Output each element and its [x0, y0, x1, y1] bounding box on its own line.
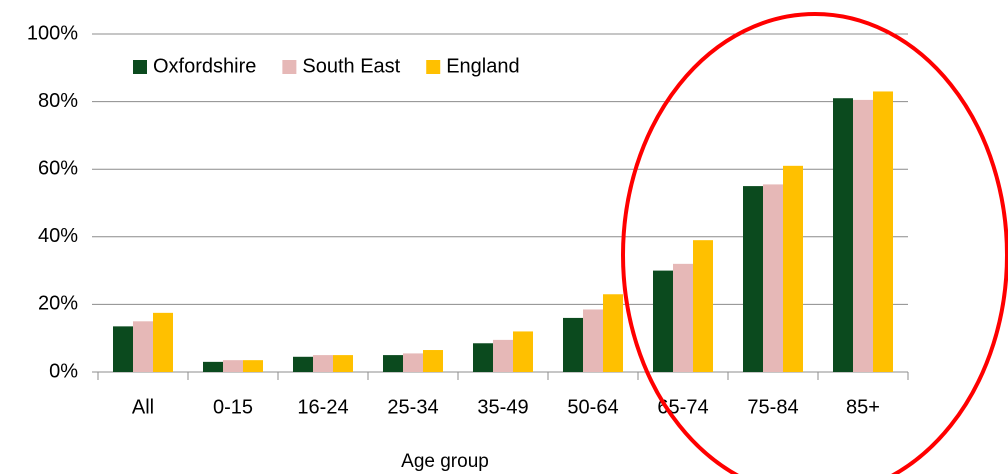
bar: [833, 98, 853, 372]
x-tick-label: 50-64: [567, 396, 618, 418]
plot-area: 0% 20% 40% 60% 80% 100% All 0-15 16-24 25-34 35-49…: [27, 22, 909, 418]
bar: [383, 355, 403, 372]
bar: [693, 240, 713, 372]
bar: [513, 331, 533, 372]
y-tick-label: 20%: [38, 293, 78, 315]
bar: [333, 355, 353, 372]
legend-swatch: [133, 60, 147, 74]
bar: [783, 165, 803, 372]
x-axis-label: Age group: [401, 451, 489, 472]
legend-label: Oxfordshire: [153, 55, 256, 77]
bar: [293, 356, 313, 372]
bar: [153, 312, 173, 372]
bar: [583, 309, 603, 372]
x-tick-label: 0-15: [213, 396, 253, 418]
bar: [653, 270, 673, 372]
legend-label: South East: [302, 55, 400, 77]
bar: [223, 360, 243, 372]
x-tick-label: 75-84: [747, 396, 798, 418]
y-tick-label: 60%: [38, 157, 78, 179]
highlight-ellipse: [621, 12, 1008, 474]
bar: [603, 294, 623, 372]
bar: [673, 263, 693, 372]
x-tick-label: 85+: [846, 396, 880, 418]
bar: [423, 350, 443, 372]
bar: [873, 91, 893, 373]
bar: [113, 326, 133, 372]
bar: [563, 317, 583, 372]
legend-swatch: [282, 60, 297, 74]
bar: [763, 184, 783, 372]
bar: [313, 355, 333, 372]
bar: [493, 339, 513, 372]
y-tick-label: 40%: [38, 225, 78, 247]
bar: [743, 186, 763, 372]
legend-label: England: [446, 55, 519, 77]
bar: [203, 361, 223, 372]
bar: [473, 343, 493, 372]
bar: [853, 99, 873, 372]
x-tick-label: 16-24: [297, 396, 348, 418]
y-tick-label: 100%: [27, 22, 78, 44]
x-tick-label: 35-49: [477, 396, 528, 418]
legend-swatch: [426, 60, 441, 74]
y-tick-label: 80%: [38, 90, 78, 112]
x-tick-label: 25-34: [387, 396, 438, 418]
x-tick-label: All: [132, 396, 154, 418]
bar: [403, 353, 423, 372]
y-tick-label: 0%: [49, 360, 78, 382]
bar: [133, 321, 153, 372]
bar: [243, 360, 263, 372]
